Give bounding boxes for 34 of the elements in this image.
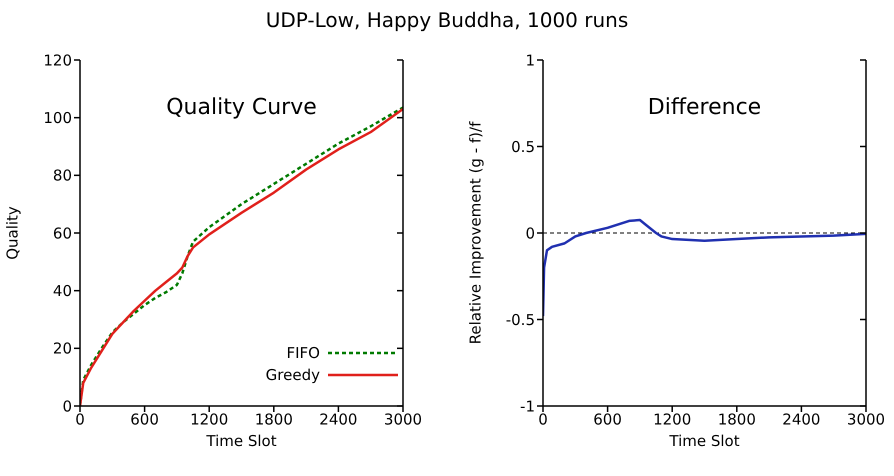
x-tick-label: 3000 — [846, 410, 886, 429]
y-tick-label: 1 — [525, 51, 535, 70]
x-tick-label: 1800 — [718, 410, 756, 429]
text: UDP-Low, Happy Buddha, 1000 runs — [264, 8, 630, 32]
y-tick-label: 60 — [52, 224, 72, 242]
x-tick-label: 1800 — [254, 410, 293, 429]
y-tick-label: 0 — [62, 397, 72, 416]
y-tick-label: 20 — [52, 340, 72, 358]
line-series — [543, 218, 866, 318]
x-tick-label: 3000 — [384, 410, 422, 429]
x-tick-label: 600 — [130, 410, 159, 429]
y-tick-label: 0.5 — [511, 138, 535, 156]
annotation: Quality Curve — [165, 95, 318, 120]
y-tick-label: 120 — [43, 51, 72, 70]
x-tick-label: 0 — [538, 410, 548, 429]
x-tick-label: 2400 — [319, 410, 358, 429]
y-tick-label: -1 — [520, 397, 535, 416]
y-tick-label: 40 — [52, 282, 72, 300]
y-axis-title: Quality — [3, 206, 22, 260]
y-tick-label: 80 — [52, 166, 72, 185]
y-tick-label: 0 — [525, 224, 535, 242]
annotation: Difference — [646, 95, 762, 120]
y-tick-label: 100 — [43, 108, 72, 127]
legend-label: Greedy — [266, 366, 320, 384]
y-tick-label: -0.5 — [506, 310, 535, 329]
y-axis-title: Relative Improvement (g - f)/f — [466, 120, 484, 344]
legend-label: FIFO — [286, 344, 320, 362]
x-tick-label: 1200 — [653, 410, 692, 429]
x-tick-label: 0 — [75, 410, 85, 429]
x-tick-label: 2400 — [782, 410, 820, 429]
x-tick-label: 1200 — [190, 410, 228, 429]
x-tick-label: 600 — [593, 410, 622, 429]
x-axis-title: Time Slot — [205, 432, 277, 450]
x-axis-title: Time Slot — [668, 432, 740, 450]
